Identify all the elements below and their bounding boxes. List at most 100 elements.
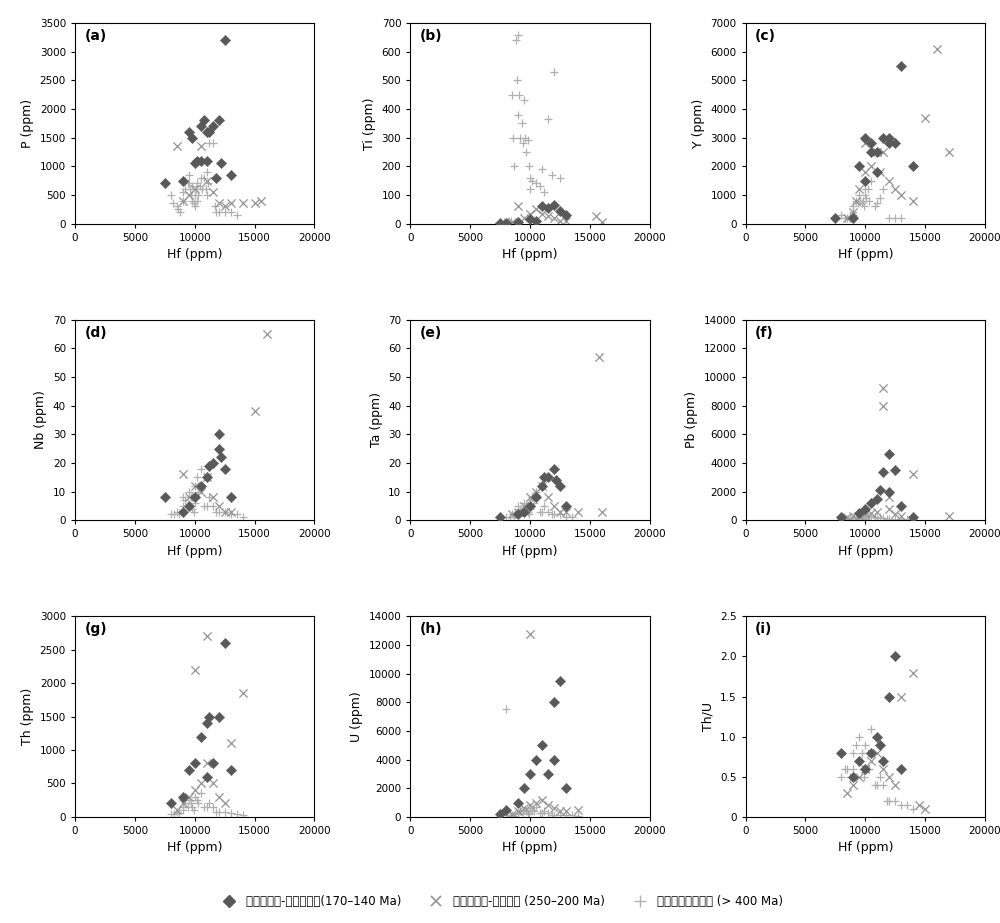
Point [492, 215, 508, 230]
Point [845, 509, 861, 524]
Point [528, 213, 544, 228]
Point [855, 761, 871, 776]
Point [863, 746, 879, 761]
Point [187, 478, 203, 493]
Point [522, 182, 538, 197]
Point [157, 176, 173, 191]
Point [492, 509, 508, 524]
Point [534, 478, 550, 493]
Point [193, 153, 209, 168]
Point [872, 770, 888, 785]
Point [189, 193, 205, 208]
Point [498, 509, 514, 524]
Point [899, 797, 915, 812]
Point [532, 504, 548, 519]
Point [893, 59, 909, 74]
Point [193, 786, 209, 801]
Point [848, 193, 864, 208]
Point [875, 777, 891, 792]
Point [863, 509, 879, 524]
Point [211, 441, 227, 456]
Point [223, 205, 239, 220]
Point [514, 116, 530, 131]
Point [516, 781, 532, 796]
Point [861, 761, 877, 776]
Point [869, 504, 885, 519]
Point [534, 805, 550, 820]
Point [235, 196, 251, 210]
Point [187, 496, 203, 510]
Point [881, 174, 897, 188]
Point [522, 490, 538, 505]
Point [211, 196, 227, 210]
Point [536, 470, 552, 485]
Point [845, 210, 861, 225]
Point [851, 729, 867, 744]
Point [187, 789, 203, 804]
Point [512, 501, 528, 516]
Point [855, 510, 871, 525]
Point [187, 663, 203, 677]
Point [223, 504, 239, 519]
Point [199, 716, 215, 731]
Point [223, 736, 239, 750]
Point [522, 212, 538, 227]
Text: (a): (a) [85, 30, 107, 43]
Point [169, 138, 185, 153]
Point [205, 498, 221, 513]
Point [169, 199, 185, 214]
Point [854, 746, 870, 761]
Point [510, 805, 526, 820]
Point [540, 490, 556, 505]
Point [857, 164, 873, 179]
Point [867, 777, 883, 792]
Point [177, 493, 193, 508]
Point [510, 504, 526, 519]
Point [546, 752, 562, 767]
Point [188, 182, 204, 197]
Y-axis label: Ta (ppm): Ta (ppm) [370, 392, 383, 448]
Point [506, 159, 522, 174]
Point [887, 507, 903, 521]
Point [552, 804, 568, 819]
Point [170, 202, 186, 217]
Point [211, 504, 227, 519]
Point [181, 793, 197, 808]
Point [208, 205, 224, 220]
Point [520, 504, 536, 519]
Point [193, 729, 209, 744]
Point [887, 136, 903, 150]
Point [211, 709, 227, 724]
Point [504, 808, 520, 822]
Point [887, 182, 903, 197]
Point [522, 498, 538, 513]
Point [207, 199, 223, 214]
Point [546, 198, 562, 212]
Point [496, 215, 512, 230]
Point [839, 785, 855, 800]
Point [205, 776, 221, 791]
Point [860, 746, 876, 761]
Point [872, 483, 888, 497]
Point [857, 501, 873, 516]
Point [893, 689, 909, 704]
Point [845, 746, 861, 761]
Point [184, 501, 200, 516]
Point [857, 136, 873, 150]
Point [867, 199, 883, 214]
Point [872, 737, 888, 752]
Point [247, 404, 263, 419]
Point [558, 808, 574, 822]
Point [259, 327, 275, 342]
Point [498, 215, 514, 230]
Point [528, 795, 544, 809]
Point [860, 509, 876, 523]
Point [217, 205, 233, 220]
Point [522, 626, 538, 641]
Point [540, 805, 556, 820]
Point [510, 807, 526, 821]
Point [205, 799, 221, 814]
Point [510, 215, 526, 230]
Point [833, 511, 849, 526]
Point [536, 185, 552, 199]
